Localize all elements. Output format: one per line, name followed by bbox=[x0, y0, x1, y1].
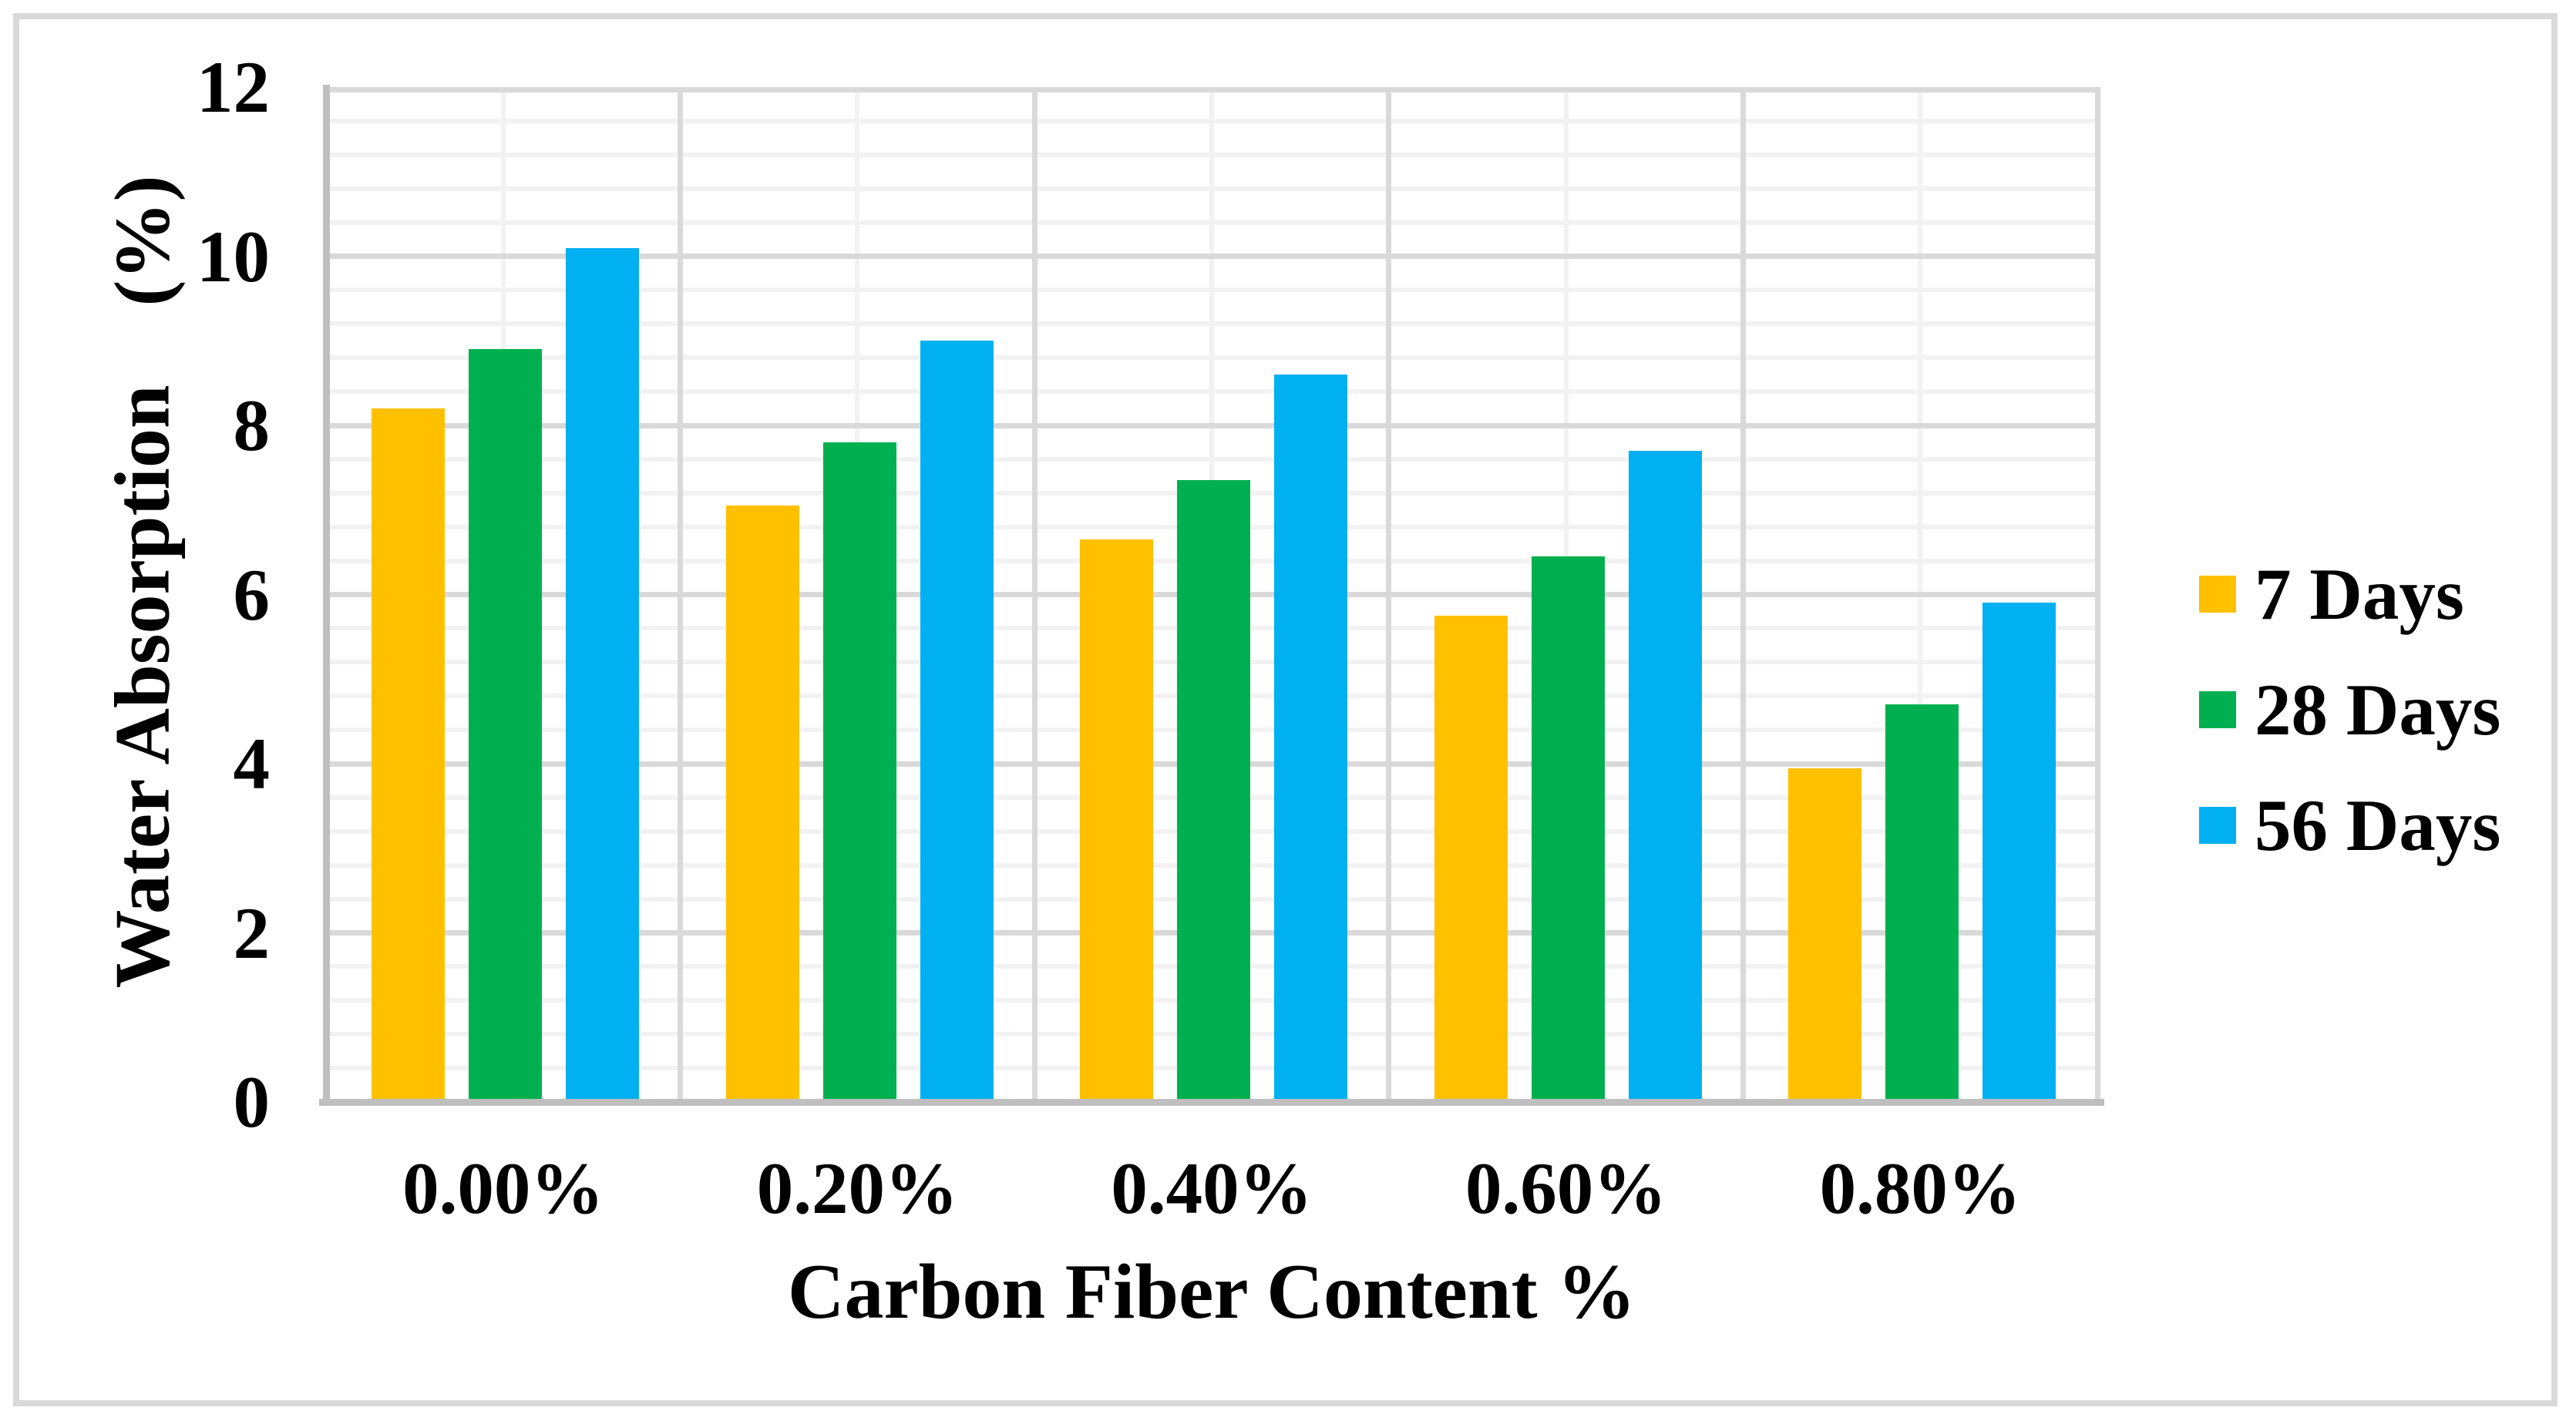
bar-28-days-0.60% bbox=[1531, 556, 1605, 1102]
bar-28-days-0.40% bbox=[1177, 480, 1251, 1102]
gridline-major-horizontal bbox=[326, 422, 2097, 428]
x-tick-label: 0.80% bbox=[1819, 1147, 2021, 1229]
chart-border-frame bbox=[13, 13, 2558, 1406]
legend-swatch-7-days bbox=[2199, 576, 2236, 613]
legend-swatch-56-days bbox=[2199, 807, 2236, 844]
legend-entry-56-days: 56 Days bbox=[2199, 783, 2500, 868]
legend-label: 7 Days bbox=[2255, 553, 2464, 635]
bar-7-days-0.80% bbox=[1788, 768, 1862, 1102]
bar-7-days-0.40% bbox=[1080, 539, 1154, 1102]
legend-entry-7-days: 7 Days bbox=[2199, 552, 2464, 637]
gridline-major-horizontal bbox=[326, 254, 2097, 259]
bar-56-days-0.80% bbox=[1982, 603, 2056, 1102]
gridline-major-horizontal bbox=[326, 87, 2097, 92]
legend-swatch-28-days bbox=[2199, 691, 2236, 728]
plot-area bbox=[326, 87, 2100, 1102]
gridline-major-vertical bbox=[1740, 87, 1746, 1102]
y-axis-line bbox=[323, 85, 330, 1106]
x-tick-label: 0.00% bbox=[402, 1147, 604, 1229]
bar-56-days-0.00% bbox=[566, 247, 639, 1102]
legend-label: 28 Days bbox=[2255, 669, 2501, 751]
x-axis-title: Carbon Fiber Content % bbox=[787, 1248, 1636, 1335]
legend-entry-28-days: 28 Days bbox=[2199, 667, 2500, 752]
y-tick-label: 4 bbox=[233, 723, 271, 805]
y-tick-label: 12 bbox=[197, 46, 270, 128]
gridline-major-vertical bbox=[1386, 87, 1392, 1102]
bar-28-days-0.20% bbox=[822, 442, 896, 1102]
bar-7-days-0.20% bbox=[725, 506, 799, 1102]
y-tick-label: 0 bbox=[233, 1061, 271, 1143]
x-axis-line bbox=[319, 1099, 2104, 1106]
x-tick-label: 0.40% bbox=[1111, 1147, 1313, 1229]
gridline-major-vertical bbox=[678, 87, 684, 1102]
x-tick-label: 0.20% bbox=[756, 1147, 959, 1229]
bar-56-days-0.40% bbox=[1274, 375, 1348, 1102]
x-tick-label: 0.60% bbox=[1465, 1147, 1667, 1229]
bar-56-days-0.60% bbox=[1628, 450, 1702, 1102]
gridline-major-vertical bbox=[1031, 87, 1037, 1102]
y-tick-label: 6 bbox=[233, 553, 271, 636]
bar-56-days-0.20% bbox=[920, 341, 994, 1102]
bar-7-days-0.00% bbox=[372, 408, 445, 1102]
legend-label: 56 Days bbox=[2255, 784, 2501, 866]
y-tick-label: 2 bbox=[233, 892, 271, 974]
bar-28-days-0.80% bbox=[1885, 704, 1959, 1102]
y-tick-label: 10 bbox=[197, 215, 270, 297]
bar-7-days-0.60% bbox=[1434, 615, 1508, 1102]
bar-28-days-0.00% bbox=[469, 349, 542, 1102]
y-tick-label: 8 bbox=[233, 385, 271, 466]
gridline-major-vertical bbox=[2094, 87, 2100, 1102]
